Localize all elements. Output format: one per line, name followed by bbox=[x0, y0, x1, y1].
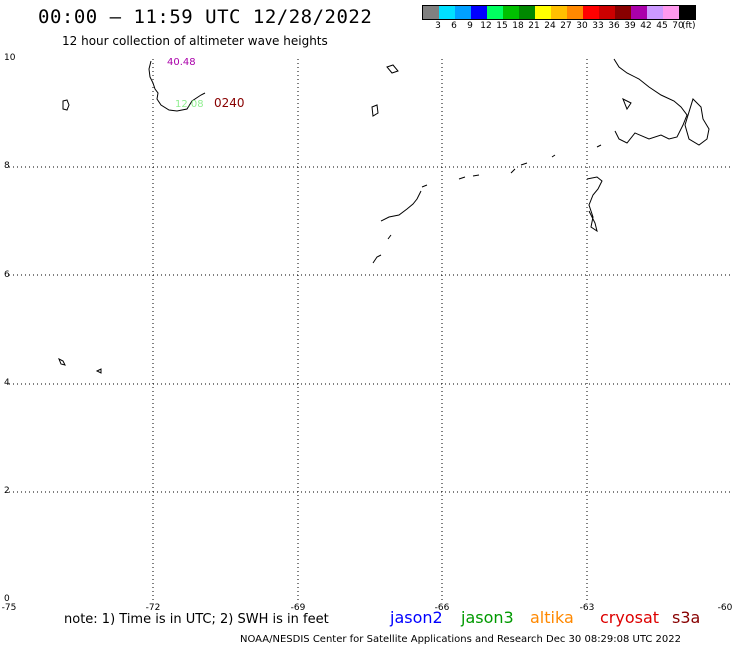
legend-label: 33 bbox=[592, 21, 604, 31]
y-tick-label: 6 bbox=[4, 270, 10, 280]
aruba-island bbox=[62, 99, 70, 111]
satellite-legend-cryosat: cryosat bbox=[600, 608, 660, 627]
bonaire-island bbox=[95, 368, 102, 374]
legend-swatches bbox=[422, 5, 696, 20]
y-tick-label: 4 bbox=[4, 378, 10, 388]
legend-swatch bbox=[567, 6, 583, 19]
units-note: note: 1) Time is in UTC; 2) SWH is in fe… bbox=[64, 612, 329, 627]
x-tick-label: -72 bbox=[145, 603, 161, 613]
swh-max-label: 40.48 bbox=[167, 57, 196, 68]
page-subtitle: 12 hour collection of altimeter wave hei… bbox=[62, 34, 328, 48]
small-island-north bbox=[386, 64, 399, 74]
legend-swatch bbox=[599, 6, 615, 19]
legend-swatch bbox=[647, 6, 663, 19]
small-island-blanquilla bbox=[371, 104, 379, 117]
trinidad-island bbox=[586, 176, 603, 233]
satellite-legend-jason2: jason2 bbox=[390, 608, 443, 627]
y-tick-label: 8 bbox=[4, 161, 10, 171]
venezuela-coast-northeast bbox=[596, 58, 710, 148]
guajira-peninsula-coastline bbox=[148, 60, 206, 112]
legend-swatch bbox=[439, 6, 455, 19]
legend-label: 45 bbox=[656, 21, 668, 31]
x-tick-label: -63 bbox=[579, 603, 595, 613]
legend-swatch bbox=[663, 6, 679, 19]
legend-swatch bbox=[679, 6, 695, 19]
wave-height-color-legend: 3 6 9 12 15 18 21 24 27 30 33 36 39 42 45 70 (ft) bbox=[422, 5, 696, 32]
legend-label: 6 bbox=[451, 21, 457, 31]
legend-label: 9 bbox=[467, 21, 473, 31]
legend-label: 39 bbox=[624, 21, 636, 31]
legend-swatch bbox=[487, 6, 503, 19]
satellite-legend-jason3: jason3 bbox=[461, 608, 514, 627]
page-title: 00:00 — 11:59 UTC 12/28/2022 bbox=[38, 6, 373, 28]
swh-min-label: 12.08 bbox=[175, 99, 204, 110]
grid-lines bbox=[9, 59, 731, 600]
legend-swatch bbox=[631, 6, 647, 19]
legend-swatch bbox=[615, 6, 631, 19]
satellite-legend-s3a: s3a bbox=[672, 608, 701, 627]
y-tick-label: 2 bbox=[4, 486, 10, 496]
legend-label: 3 bbox=[435, 21, 441, 31]
satellite-legend-altika: altika bbox=[530, 608, 574, 627]
legend-label: 15 bbox=[496, 21, 508, 31]
map-canvas: 40.48 12.08 0240 bbox=[9, 57, 731, 600]
legend-label: 12 bbox=[480, 21, 492, 31]
legend-labels: 3 6 9 12 15 18 21 24 27 30 33 36 39 42 45 70 (ft) bbox=[422, 20, 696, 32]
legend-label: 30 bbox=[576, 21, 588, 31]
antilles-chain bbox=[372, 154, 556, 264]
x-tick-label: -66 bbox=[434, 603, 450, 613]
map-frame: 40.48 12.08 0240 bbox=[9, 57, 731, 600]
legend-swatch bbox=[551, 6, 567, 19]
legend-swatch bbox=[535, 6, 551, 19]
legend-label: 24 bbox=[544, 21, 556, 31]
legend-unit: (ft) bbox=[682, 21, 696, 31]
x-tick-label: -75 bbox=[1, 603, 17, 613]
pass-time-label: 0240 bbox=[214, 96, 245, 110]
legend-swatch bbox=[423, 6, 439, 19]
legend-label: 70 bbox=[672, 21, 684, 31]
legend-swatch bbox=[503, 6, 519, 19]
x-tick-label: -69 bbox=[290, 603, 306, 613]
legend-label: 42 bbox=[640, 21, 652, 31]
legend-swatch bbox=[471, 6, 487, 19]
legend-label: 18 bbox=[512, 21, 524, 31]
legend-label: 36 bbox=[608, 21, 620, 31]
y-tick-label: 10 bbox=[4, 53, 16, 63]
legend-label: 27 bbox=[560, 21, 572, 31]
legend-label: 21 bbox=[528, 21, 540, 31]
legend-swatch bbox=[455, 6, 471, 19]
y-tick-label: 0 bbox=[4, 594, 10, 604]
credit-line: NOAA/NESDIS Center for Satellite Applica… bbox=[240, 634, 682, 645]
legend-swatch bbox=[519, 6, 535, 19]
curacao-island bbox=[58, 357, 66, 366]
legend-swatch bbox=[583, 6, 599, 19]
x-tick-label: -60 bbox=[717, 603, 733, 613]
